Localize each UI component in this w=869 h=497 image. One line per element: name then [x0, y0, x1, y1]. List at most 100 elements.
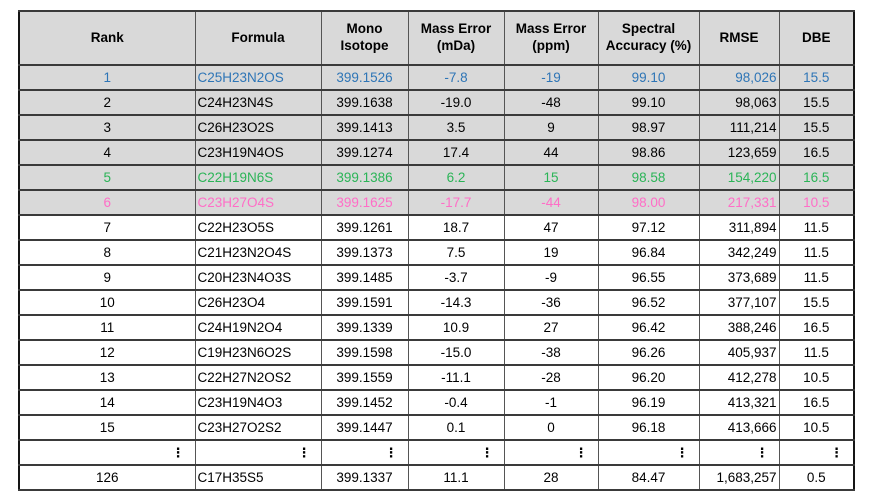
cell-mono-isotope: 399.1261 — [320, 214, 409, 241]
cell-mono-isotope: 399.1447 — [320, 414, 409, 441]
cell-dbe: 16.5 — [778, 314, 855, 341]
column-header-mono-isotope[interactable]: Mono Isotope — [320, 10, 409, 66]
cell-dbe: 11.5 — [778, 214, 855, 241]
column-header-mass-error-mda[interactable]: Mass Error (mDa) — [407, 10, 505, 66]
cell-mono-isotope: 399.1337 — [320, 464, 409, 491]
cell-dbe: 16.5 — [778, 139, 855, 166]
cell-rank: 13 — [18, 364, 196, 391]
cell-mass-error-mda: -7.8 — [407, 64, 505, 91]
cell-mono-isotope: 399.1386 — [320, 164, 409, 191]
cell-formula: C22H23O5S — [194, 214, 322, 241]
cell-rmse: 377,107 — [698, 289, 780, 316]
cell-mass-error-mda: 11.1 — [407, 464, 505, 491]
table-row[interactable]: 14 C23H19N4O3 399.1452 -0.4 -1 96.19 413,321 16… — [18, 389, 855, 416]
column-header-rmse[interactable]: RMSE — [698, 10, 780, 66]
cell-dbe: 15.5 — [778, 114, 855, 141]
cell-dbe: 10.5 — [778, 189, 855, 216]
cell-rmse: ⋮ — [698, 439, 780, 466]
cell-rank: 3 — [18, 114, 196, 141]
table-row[interactable]: 126 C17H35S5 399.1337 11.1 28 84.47 1,683,257 0… — [18, 464, 855, 491]
table-row[interactable]: 3 C26H23O2S 399.1413 3.5 9 98.97 111,214 15.5 — [18, 114, 855, 141]
table-row[interactable]: 13 C22H27N2OS2 399.1559 -11.1 -28 96.20 412,27… — [18, 364, 855, 391]
cell-dbe: 10.5 — [778, 414, 855, 441]
cell-rmse: 98,063 — [698, 89, 780, 116]
table-row[interactable]: 1 C25H23N2OS 399.1526 -7.8 -19 99.10 98,026 15.… — [18, 64, 855, 91]
cell-mass-error-mda: 18.7 — [407, 214, 505, 241]
cell-dbe: 10.5 — [778, 364, 855, 391]
cell-mass-error-ppm: -1 — [503, 389, 599, 416]
column-header-formula[interactable]: Formula — [194, 10, 322, 66]
table-row[interactable]: 10 C26H23O4 399.1591 -14.3 -36 96.52 377,107 15… — [18, 289, 855, 316]
table-row[interactable]: 2 C24H23N4S 399.1638 -19.0 -48 99.10 98,063 15.… — [18, 89, 855, 116]
cell-formula: C25H23N2OS — [194, 64, 322, 91]
cell-mono-isotope: 399.1485 — [320, 264, 409, 291]
cell-formula: C26H23O2S — [194, 114, 322, 141]
cell-mass-error-ppm: -48 — [503, 89, 599, 116]
table-row[interactable]: 7 C22H23O5S 399.1261 18.7 47 97.12 311,894 11.5 — [18, 214, 855, 241]
cell-dbe: 16.5 — [778, 389, 855, 416]
cell-mass-error-mda: 10.9 — [407, 314, 505, 341]
column-header-mass-error-ppm[interactable]: Mass Error (ppm) — [503, 10, 599, 66]
cell-rmse: 405,937 — [698, 339, 780, 366]
cell-formula: C23H27O2S2 — [194, 414, 322, 441]
cell-rank: 1 — [18, 64, 196, 91]
cell-mass-error-ppm: -28 — [503, 364, 599, 391]
cell-formula: C20H23N4O3S — [194, 264, 322, 291]
table-row[interactable]: 9 C20H23N4O3S 399.1485 -3.7 -9 96.55 373,689 11… — [18, 264, 855, 291]
cell-rank: 5 — [18, 164, 196, 191]
cell-formula: C23H27O4S — [194, 189, 322, 216]
cell-mass-error-ppm: 9 — [503, 114, 599, 141]
cell-formula: C17H35S5 — [194, 464, 322, 491]
cell-dbe: 16.5 — [778, 164, 855, 191]
cell-formula: C24H19N2O4 — [194, 314, 322, 341]
cell-mass-error-mda: -14.3 — [407, 289, 505, 316]
cell-spectral-accuracy: 98.97 — [597, 114, 700, 141]
cell-mass-error-mda: 7.5 — [407, 239, 505, 266]
cell-dbe: 15.5 — [778, 289, 855, 316]
table-row[interactable]: 6 C23H27O4S 399.1625 -17.7 -44 98.00 217,331 10… — [18, 189, 855, 216]
cell-mono-isotope: 399.1526 — [320, 64, 409, 91]
cell-formula: C22H27N2OS2 — [194, 364, 322, 391]
cell-mass-error-ppm: -19 — [503, 64, 599, 91]
cell-mono-isotope: 399.1413 — [320, 114, 409, 141]
cell-spectral-accuracy: 96.18 — [597, 414, 700, 441]
cell-rank: 14 — [18, 389, 196, 416]
cell-rmse: 413,321 — [698, 389, 780, 416]
table-header: Rank Formula Mono Isotope Mass Error (mDa) M… — [18, 10, 855, 66]
cell-formula: C22H19N6S — [194, 164, 322, 191]
cell-dbe: 15.5 — [778, 89, 855, 116]
table-row[interactable]: 15 C23H27O2S2 399.1447 0.1 0 96.18 413,666 10.5 — [18, 414, 855, 441]
cell-spectral-accuracy: 98.00 — [597, 189, 700, 216]
column-header-dbe[interactable]: DBE — [778, 10, 855, 66]
table-row[interactable]: 4 C23H19N4OS 399.1274 17.4 44 98.86 123,659 16.… — [18, 139, 855, 166]
cell-rmse: 154,220 — [698, 164, 780, 191]
formula-candidates-table: Rank Formula Mono Isotope Mass Error (mDa) M… — [18, 10, 855, 491]
cell-dbe: 15.5 — [778, 64, 855, 91]
table-row[interactable]: 5 C22H19N6S 399.1386 6.2 15 98.58 154,220 16.5 — [18, 164, 855, 191]
cell-spectral-accuracy: 96.52 — [597, 289, 700, 316]
cell-formula: C26H23O4 — [194, 289, 322, 316]
cell-rank: 9 — [18, 264, 196, 291]
cell-rmse: 311,894 — [698, 214, 780, 241]
cell-dbe: 11.5 — [778, 264, 855, 291]
table-row[interactable]: 8 C21H23N2O4S 399.1373 7.5 19 96.84 342,249 11.… — [18, 239, 855, 266]
cell-mass-error-mda: -15.0 — [407, 339, 505, 366]
cell-mono-isotope: 399.1274 — [320, 139, 409, 166]
cell-spectral-accuracy: 99.10 — [597, 64, 700, 91]
cell-mass-error-ppm: 27 — [503, 314, 599, 341]
cell-rank: 10 — [18, 289, 196, 316]
column-header-rank[interactable]: Rank — [18, 10, 196, 66]
cell-mono-isotope: 399.1373 — [320, 239, 409, 266]
cell-mass-error-mda: 0.1 — [407, 414, 505, 441]
cell-dbe: 0.5 — [778, 464, 855, 491]
cell-mass-error-mda: -19.0 — [407, 89, 505, 116]
table-row[interactable]: 11 C24H19N2O4 399.1339 10.9 27 96.42 388,246 16… — [18, 314, 855, 341]
cell-spectral-accuracy: ⋮ — [597, 439, 700, 466]
cell-spectral-accuracy: 84.47 — [597, 464, 700, 491]
column-header-spectral-accuracy[interactable]: Spectral Accuracy (%) — [597, 10, 700, 66]
header-row: Rank Formula Mono Isotope Mass Error (mDa) M… — [18, 10, 855, 66]
cell-mass-error-ppm: -44 — [503, 189, 599, 216]
cell-mono-isotope: 399.1625 — [320, 189, 409, 216]
table-row[interactable]: 12 C19H23N6O2S 399.1598 -15.0 -38 96.26 405,93… — [18, 339, 855, 366]
